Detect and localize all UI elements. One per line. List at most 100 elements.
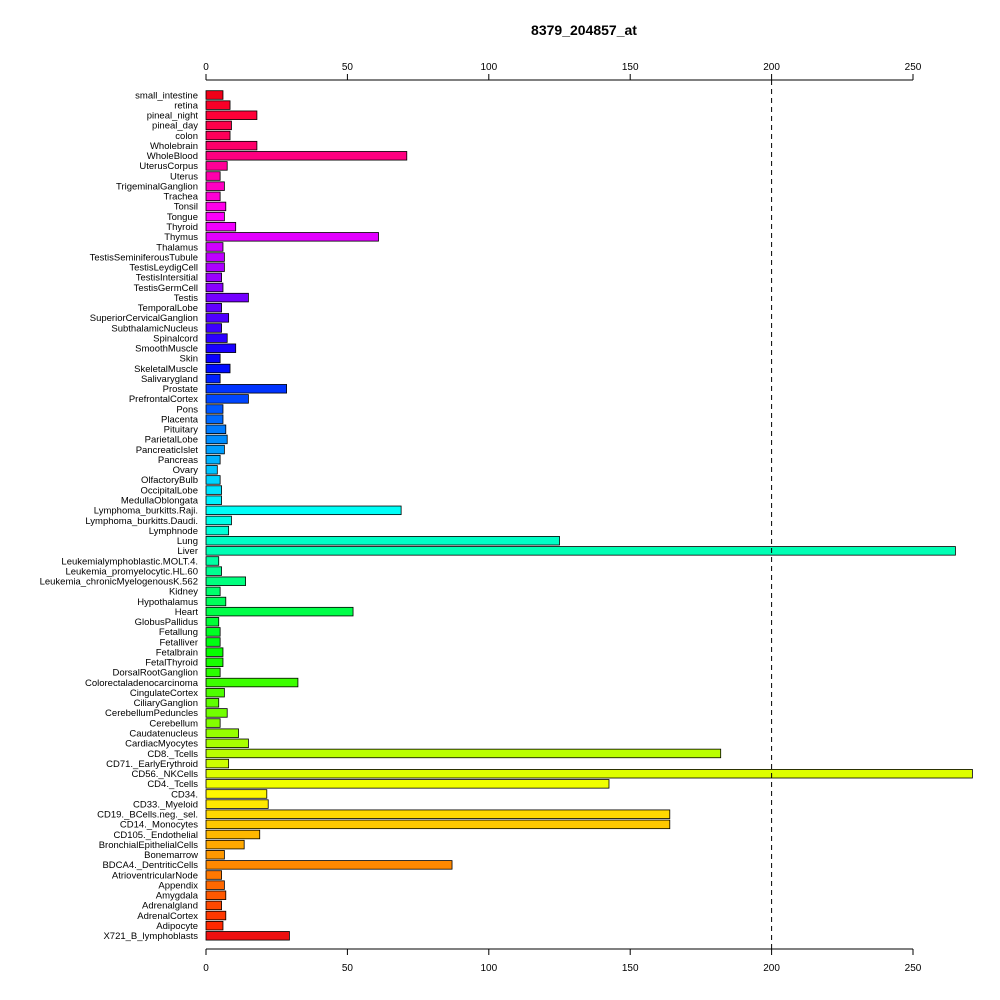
bar: [205, 596, 227, 607]
category-label: Thymus: [164, 232, 198, 243]
category-label: small_intestine: [135, 90, 198, 101]
bar: [205, 728, 239, 738]
bar: [205, 414, 224, 424]
category-label: Fetalbrain: [156, 647, 198, 658]
category-label: CD19._BCells.neg._sel.: [97, 810, 198, 821]
bar: [205, 566, 222, 576]
category-label: SmoothMuscle: [135, 344, 198, 355]
category-label: Trachea: [164, 192, 199, 203]
category-label: Salivarygland: [141, 374, 198, 385]
bar: [205, 495, 222, 505]
top-axis-tick-label: 150: [622, 62, 639, 73]
category-label: CD8._Tcells: [147, 749, 198, 760]
category-label: Adipocyte: [156, 921, 198, 932]
bar: [205, 110, 258, 120]
bar: [205, 303, 222, 313]
category-label: PancreaticIslet: [136, 445, 199, 456]
category-label: CiliaryGanglion: [134, 698, 198, 709]
bar: [205, 90, 224, 100]
bar: [205, 191, 221, 202]
bar: [205, 536, 560, 546]
category-label: AdrenalCortex: [137, 911, 198, 922]
category-label: PrefrontalCortex: [129, 394, 198, 405]
bar: [205, 161, 228, 171]
category-label: CardiacMyocytes: [125, 739, 198, 750]
category-label: GlobusPallidus: [135, 617, 199, 628]
bar: [205, 353, 221, 364]
category-label: DorsalRootGanglion: [112, 668, 198, 679]
bottom-axis: 0 50 100 150 200 250: [203, 948, 922, 974]
bar: [205, 687, 225, 698]
category-label: Liver: [177, 546, 198, 557]
category-label: retina: [174, 100, 198, 111]
bottom-axis-tick-label: 50: [342, 963, 354, 974]
category-label: colon: [175, 131, 198, 142]
category-label: Heart: [175, 607, 199, 618]
category-label: CD14._Monocytes: [120, 820, 198, 831]
category-label: UterusCorpus: [139, 161, 198, 172]
category-label: TestisIntersitial: [136, 273, 198, 284]
category-label: SubthalamicNucleus: [111, 323, 198, 334]
category-label: Wholebrain: [150, 141, 198, 152]
top-axis-tick-label: 0: [203, 62, 209, 73]
bar: [205, 617, 220, 627]
category-label: Thalamus: [156, 242, 198, 253]
category-label: Adrenalgland: [142, 901, 198, 912]
bar: [205, 850, 225, 860]
bar: [205, 373, 221, 384]
bar: [205, 515, 232, 526]
category-label: Skin: [180, 354, 198, 365]
bar: [205, 657, 224, 667]
bar: [205, 606, 354, 617]
category-label: Colorectaladenocarcinoma: [85, 678, 199, 689]
bar: [205, 637, 221, 647]
category-label: Placenta: [161, 414, 199, 425]
bar: [205, 870, 222, 880]
category-label: Tongue: [167, 212, 198, 223]
bar: [205, 252, 225, 262]
category-label: CD105._Endothelial: [113, 830, 198, 841]
bar: [205, 708, 228, 718]
bar: [205, 647, 224, 657]
bar: [205, 151, 408, 161]
category-label: BDCA4._DentriticCells: [102, 860, 198, 871]
chart-title: 8379_204857_at: [531, 22, 637, 38]
category-label: CD71._EarlyErythroid: [106, 759, 198, 770]
bottom-axis-tick-label: 250: [905, 963, 922, 974]
bar: [205, 525, 230, 536]
bar: [205, 262, 225, 272]
category-label: Uterus: [170, 171, 198, 182]
category-label: Appendix: [158, 880, 198, 891]
top-axis: 0 50 100 150 200 250: [203, 62, 922, 81]
bar: [205, 140, 258, 151]
bar: [205, 819, 671, 830]
bar: [205, 384, 287, 394]
bar: [205, 424, 227, 434]
category-label: Lymphoma_burkitts.Raji.: [94, 506, 198, 517]
bar: [205, 667, 221, 678]
category-label: WholeBlood: [147, 151, 198, 162]
category-label: Leukemia_promyelocytic.HL.60: [65, 566, 198, 577]
bar: [205, 465, 218, 475]
bar: [205, 576, 246, 586]
category-label: Fetallung: [159, 627, 198, 638]
category-label: AtrioventricularNode: [112, 870, 198, 881]
category-label: Tonsil: [174, 202, 198, 213]
category-label: CD33._Myeloid: [133, 799, 198, 810]
category-label: Bonemarrow: [144, 850, 198, 861]
category-label: TestisSeminiferousTubule: [90, 252, 198, 263]
bar: [205, 677, 299, 688]
bars-group: [205, 90, 973, 941]
category-label: Pons: [176, 404, 198, 415]
bar: [205, 292, 249, 303]
category-label: FetalThyroid: [145, 658, 198, 669]
bar: [205, 201, 227, 212]
category-label: Testis: [174, 293, 199, 304]
bar: [205, 272, 222, 283]
bottom-axis-tick-label: 100: [480, 963, 497, 974]
bar: [205, 232, 379, 242]
category-label: SuperiorCervicalGanglion: [90, 313, 198, 324]
category-label: Lymphoma_burkitts.Daudi.: [85, 516, 198, 527]
category-label: OlfactoryBulb: [141, 475, 198, 486]
category-label: Spinalcord: [153, 333, 198, 344]
